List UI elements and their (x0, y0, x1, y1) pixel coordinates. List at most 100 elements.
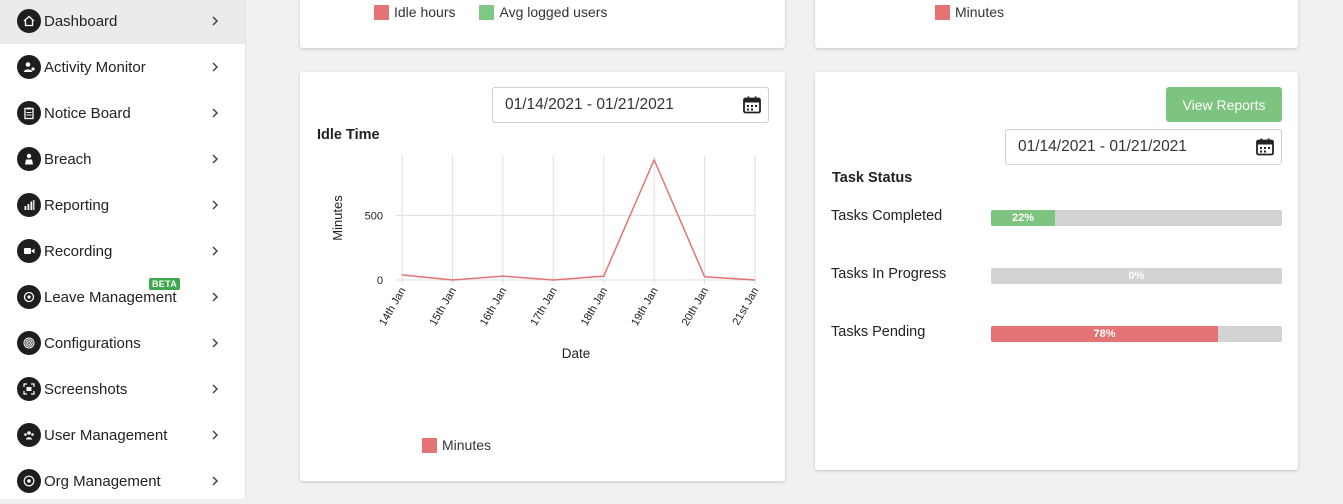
chevron-right-icon (212, 16, 219, 26)
sidebar-item-activity-monitor[interactable]: Activity Monitor (0, 44, 245, 90)
progress-track: 22% (991, 210, 1282, 226)
legend-item-minutes[interactable]: Minutes (422, 437, 491, 453)
x-tick-label: 16th Jan (478, 286, 509, 329)
legend-swatch (374, 4, 389, 20)
chevron-right-icon (212, 476, 219, 486)
sidebar-item-org-management[interactable]: Org Management (0, 458, 245, 504)
home-icon (17, 9, 41, 33)
sidebar-item-recording[interactable]: Recording (0, 228, 245, 274)
idle-chart-legend: Minutes (422, 437, 515, 453)
legend-label: Minutes (955, 4, 1005, 20)
sidebar-item-label: Breach (44, 150, 92, 168)
sidebar: Dashboard Activity Monitor Notice Board … (0, 0, 246, 499)
task-row-pending: Tasks Pending 78% (831, 324, 1283, 344)
sidebar-item-label: Configurations (44, 334, 141, 352)
legend-item-minutes[interactable]: Minutes (935, 4, 1004, 20)
idle-date-range-input[interactable]: 01/14/2021 - 01/21/2021 (492, 87, 769, 123)
legend-label: Idle hours (394, 4, 456, 20)
chevron-right-icon (212, 384, 219, 394)
legend-swatch (422, 437, 437, 453)
task-row-in-progress: Tasks In Progress 0% (831, 266, 1283, 286)
chevron-right-icon (212, 62, 219, 72)
calendar-icon[interactable] (742, 95, 762, 115)
task-row-completed: Tasks Completed 22% (831, 208, 1283, 228)
chevron-right-icon (212, 338, 219, 348)
y-tick-label: 500 (365, 210, 383, 222)
top-left-card: Idle hours Avg logged users (300, 0, 785, 48)
series-line-minutes (401, 157, 756, 281)
progress-fill-in-progress: 0% (1128, 270, 1145, 282)
legend-label: Minutes (442, 437, 492, 453)
task-label: Tasks In Progress (831, 266, 947, 282)
users-icon (17, 423, 41, 447)
sidebar-item-label: User Management (44, 426, 168, 444)
calendar-icon[interactable] (1255, 137, 1275, 157)
beta-badge: BETA (149, 278, 181, 290)
legend-swatch (479, 4, 495, 20)
x-tick-label: 15th Jan (428, 286, 459, 329)
top-left-legend: Idle hours Avg logged users (374, 4, 631, 20)
chevron-right-icon (212, 200, 219, 210)
sidebar-item-label: Org Management (44, 472, 161, 490)
breach-icon (17, 147, 41, 171)
top-right-card: Minutes (815, 0, 1298, 48)
sidebar-item-label: Reporting (44, 196, 110, 214)
user-activity-icon (17, 55, 41, 79)
date-range-value: 01/14/2021 - 01/21/2021 (1018, 138, 1187, 155)
org-icon (17, 469, 41, 493)
sidebar-item-label: Dashboard (44, 12, 118, 30)
chevron-right-icon (212, 246, 219, 256)
sidebar-item-user-management[interactable]: User Management (0, 412, 245, 458)
legend-label: Avg logged users (499, 4, 608, 20)
chart-grid (396, 156, 756, 284)
sidebar-item-label: Screenshots (44, 380, 128, 398)
x-axis-label: Date (562, 346, 591, 361)
sidebar-item-notice-board[interactable]: Notice Board (0, 90, 245, 136)
chevron-right-icon (212, 154, 219, 164)
x-tick-label: 17th Jan (528, 286, 559, 329)
video-camera-icon (17, 239, 41, 263)
task-label: Tasks Completed (831, 208, 943, 224)
progress-track: 0% (991, 268, 1282, 284)
sidebar-item-dashboard[interactable]: Dashboard (0, 0, 245, 44)
screenshot-icon (17, 377, 41, 401)
y-tick-label: 0 (377, 275, 383, 287)
sidebar-item-label: Leave Management (44, 288, 177, 306)
progress-fill-completed: 22% (991, 210, 1056, 226)
sidebar-item-label: Notice Board (44, 104, 131, 122)
chevron-right-icon (212, 430, 219, 440)
x-tick-label: 19th Jan (629, 286, 660, 329)
bar-chart-icon (17, 193, 41, 217)
chevron-right-icon (212, 292, 219, 302)
x-tick-label: 20th Jan (680, 286, 711, 329)
series-minutes (401, 157, 756, 281)
legend-item-idle-hours[interactable]: Idle hours (374, 4, 455, 20)
legend-swatch (935, 4, 950, 20)
progress-track: 78% (991, 326, 1282, 342)
sidebar-item-label: Activity Monitor (44, 58, 146, 76)
x-tick-label: 14th Jan (377, 286, 408, 329)
legend-item-avg-logged-users[interactable]: Avg logged users (479, 4, 607, 20)
task-status-title: Task Status (832, 170, 913, 186)
chevron-right-icon (212, 108, 219, 118)
date-range-value: 01/14/2021 - 01/21/2021 (505, 96, 674, 113)
view-reports-button[interactable]: View Reports (1166, 87, 1282, 122)
leave-icon (17, 285, 41, 309)
task-label: Tasks Pending (831, 324, 926, 340)
chart-title: Idle Time (317, 127, 380, 143)
sidebar-item-reporting[interactable]: Reporting (0, 182, 245, 228)
idle-time-chart: 0 500 14th Jan 15th Jan 16th Jan 17th Jan 18t… (330, 156, 762, 361)
progress-fill-pending: 78% (991, 326, 1218, 342)
y-axis-label: Minutes (330, 195, 345, 241)
x-tick-label: 18th Jan (579, 286, 610, 329)
x-axis-ticks: 14th Jan 15th Jan 16th Jan 17th Jan 18th Jan… (377, 286, 761, 329)
sidebar-item-leave-management[interactable]: Leave Management BETA (0, 274, 245, 320)
fingerprint-icon (17, 331, 41, 355)
x-tick-label: 21st Jan (730, 286, 761, 328)
sidebar-item-breach[interactable]: Breach (0, 136, 245, 182)
top-right-legend: Minutes (935, 4, 1028, 20)
sidebar-item-screenshots[interactable]: Screenshots (0, 366, 245, 412)
sidebar-item-label: Recording (44, 242, 113, 260)
sidebar-item-configurations[interactable]: Configurations (0, 320, 245, 366)
task-date-range-input[interactable]: 01/14/2021 - 01/21/2021 (1005, 129, 1282, 165)
